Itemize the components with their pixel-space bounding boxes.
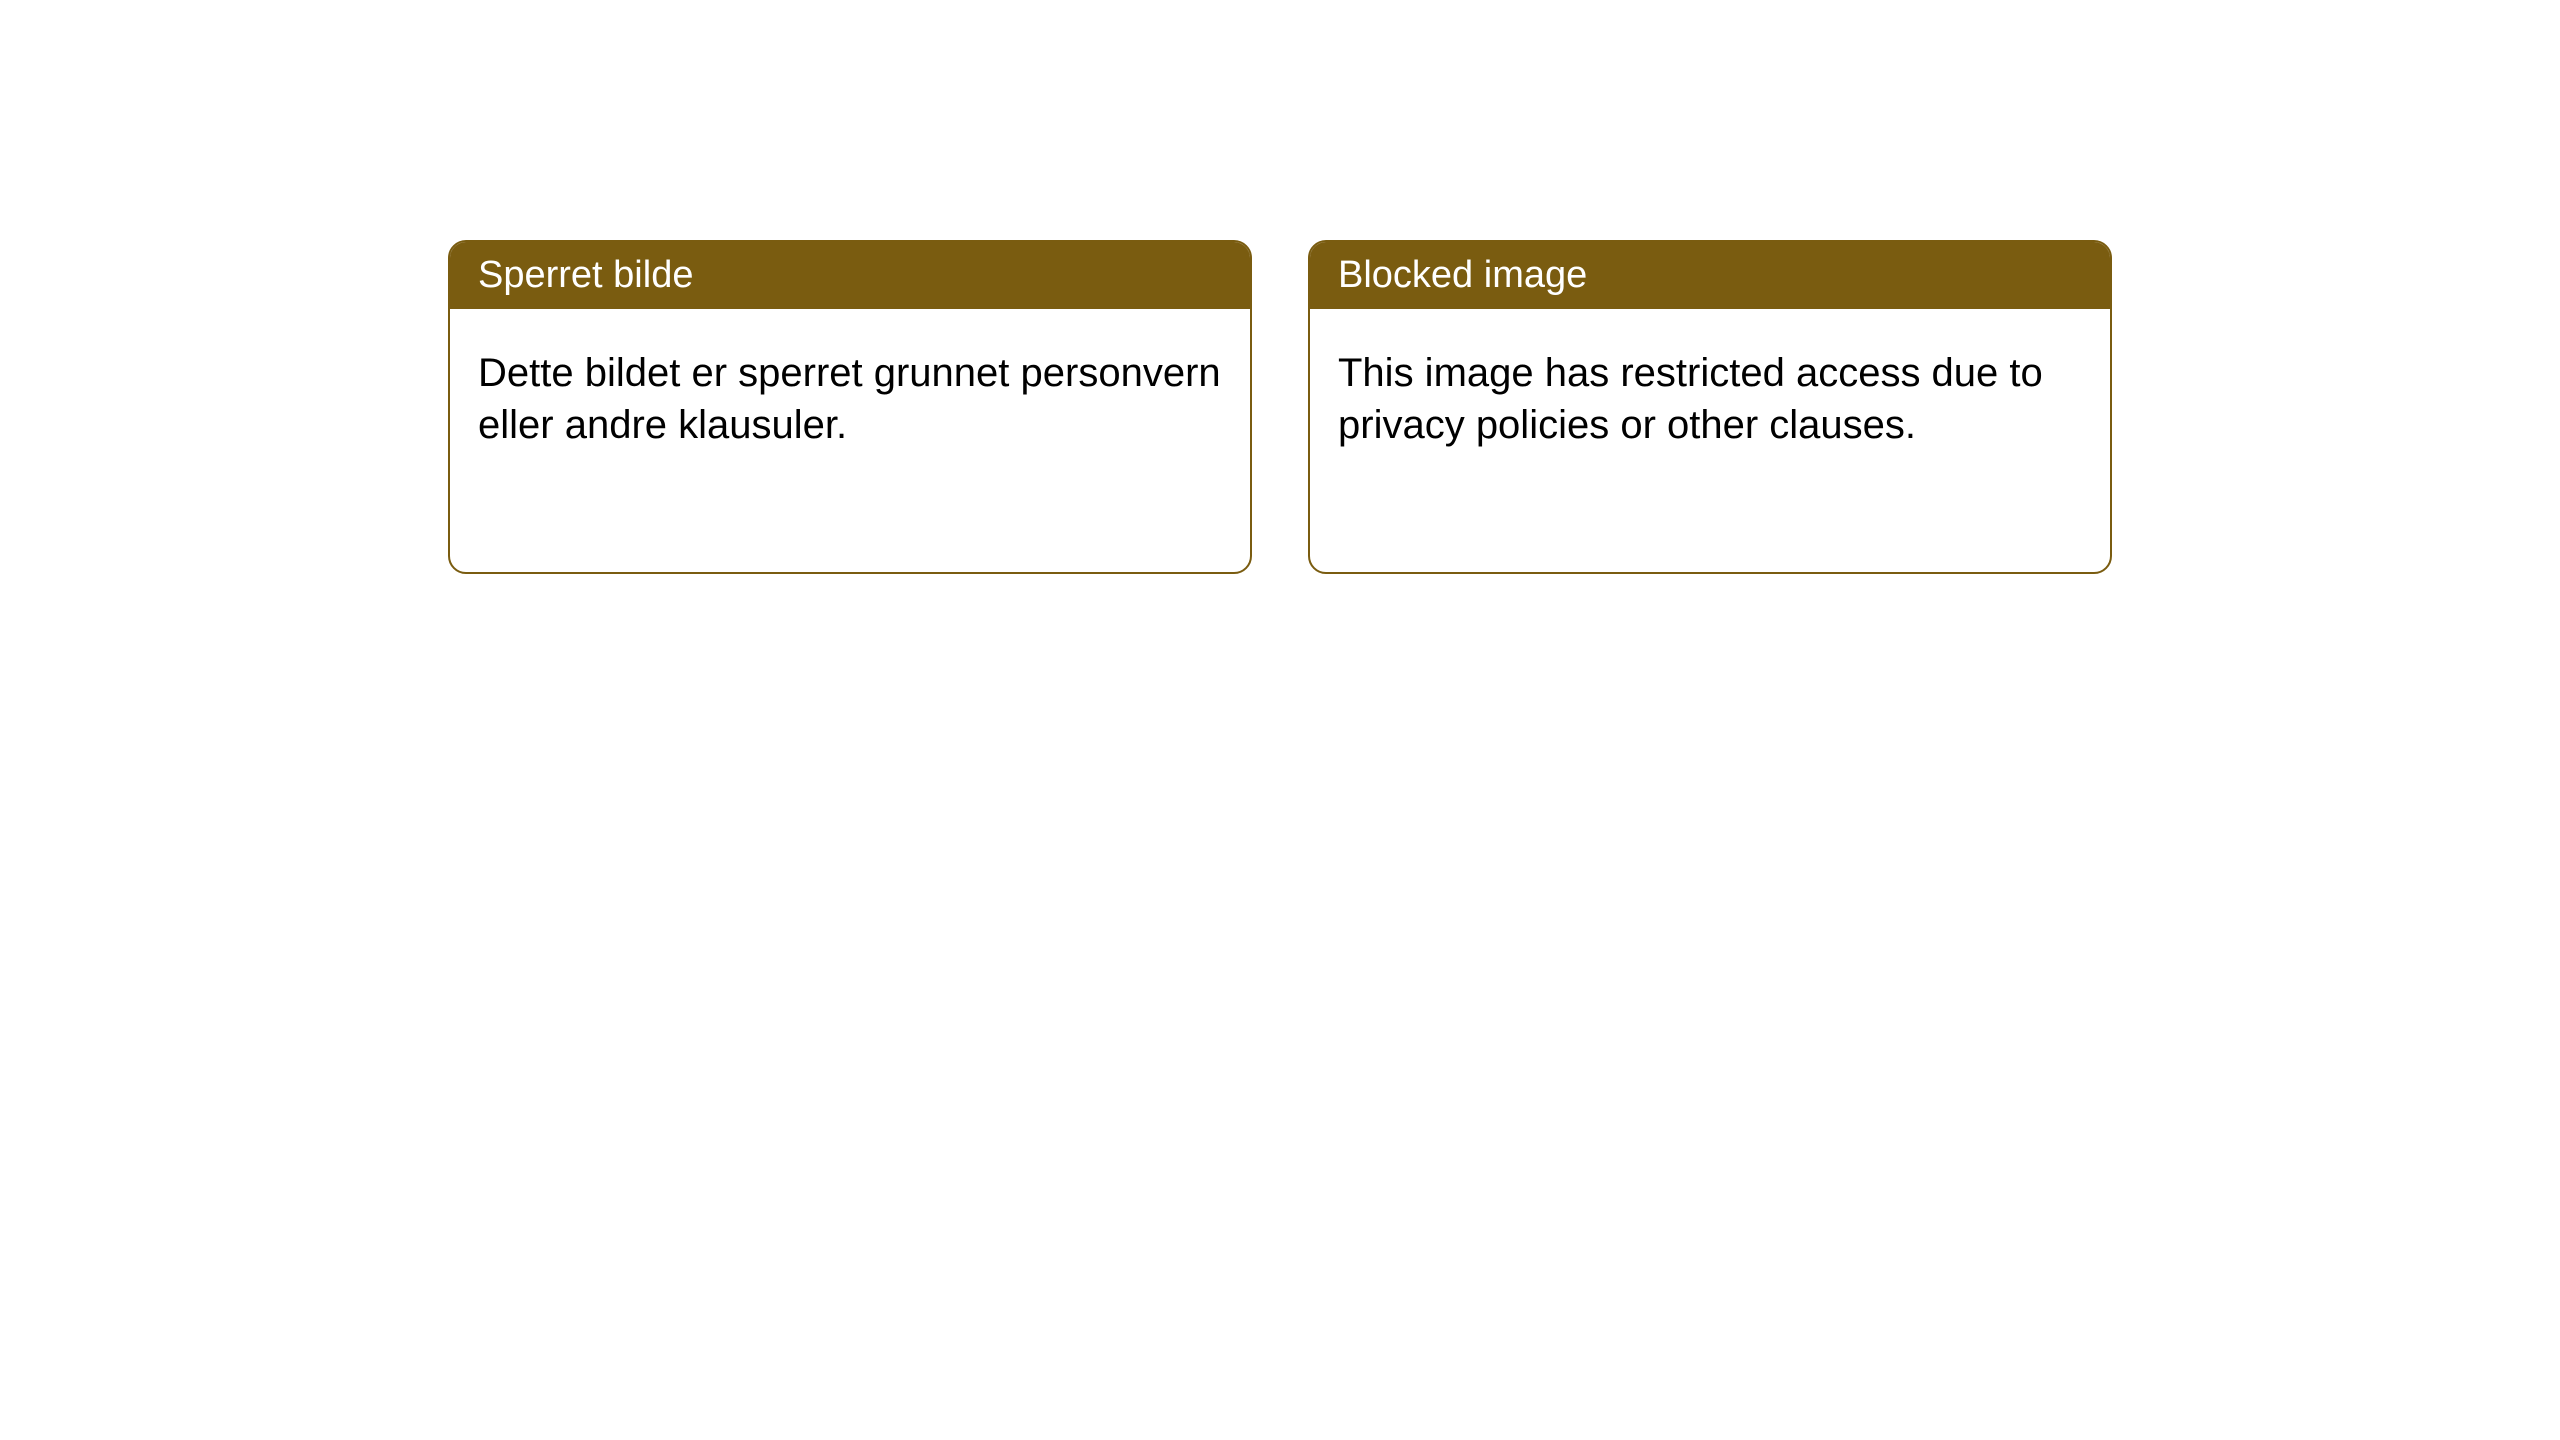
card-body-text-en: This image has restricted access due to … — [1338, 351, 2043, 447]
card-body-text-no: Dette bildet er sperret grunnet personve… — [478, 351, 1221, 447]
card-body-en: This image has restricted access due to … — [1310, 309, 2110, 489]
cards-container: Sperret bilde Dette bildet er sperret gr… — [0, 0, 2560, 574]
card-header-en: Blocked image — [1310, 242, 2110, 309]
blocked-image-card-no: Sperret bilde Dette bildet er sperret gr… — [448, 240, 1252, 574]
card-header-no: Sperret bilde — [450, 242, 1250, 309]
card-title-en: Blocked image — [1338, 254, 1587, 296]
blocked-image-card-en: Blocked image This image has restricted … — [1308, 240, 2112, 574]
card-title-no: Sperret bilde — [478, 254, 693, 296]
card-body-no: Dette bildet er sperret grunnet personve… — [450, 309, 1250, 489]
